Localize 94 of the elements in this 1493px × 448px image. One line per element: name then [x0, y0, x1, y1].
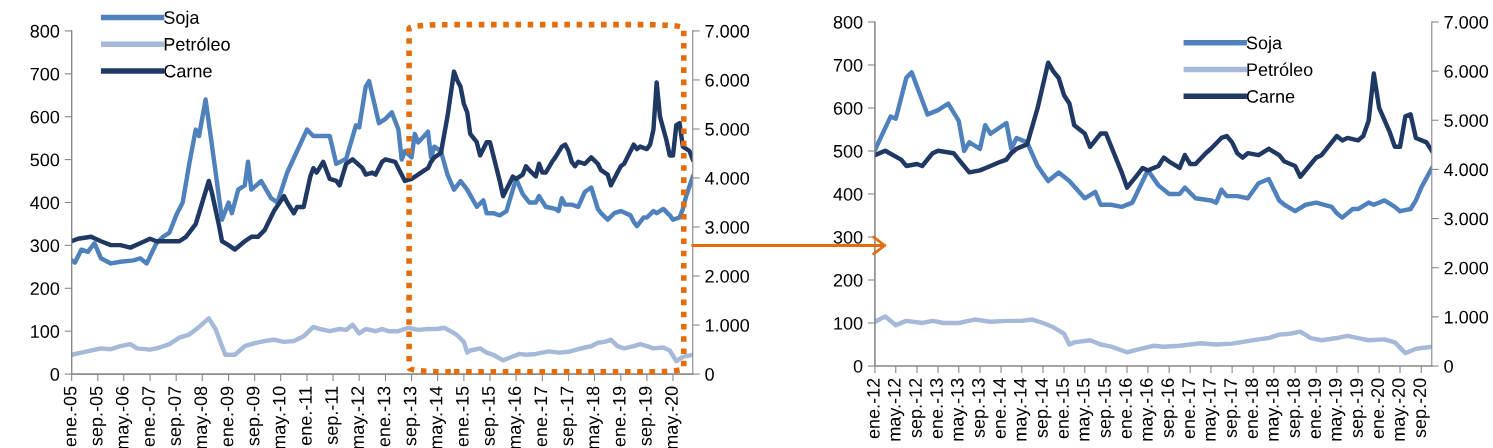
x-tick-label: ene.-05 — [63, 386, 77, 447]
y-tick-label: 400 — [30, 196, 60, 210]
y2-tick-label: 0 — [705, 368, 714, 381]
x-tick-label: ene.-13 — [377, 386, 391, 447]
legend-label: Petróleo — [164, 37, 230, 51]
y2-tick-label: 2.000 — [1444, 261, 1489, 275]
legend-label: Soja — [1246, 36, 1283, 53]
y2-tick-label: 5.000 — [705, 122, 750, 136]
x-tick-label: ene.-11 — [299, 386, 312, 446]
x-tick-label: sep.-15 — [482, 386, 499, 446]
y-tick-label: 200 — [833, 273, 863, 287]
x-tick-label: sep.-15 — [1098, 378, 1115, 438]
x-tick-label: may.-18 — [1265, 378, 1283, 441]
x-tick-label: sep.-11 — [325, 386, 342, 445]
y-tick-label: 0 — [853, 359, 863, 373]
x-tick-label: may.-15 — [1076, 378, 1094, 441]
y-tick-label: 700 — [30, 67, 60, 81]
x-tick-label: may.-20 — [1392, 378, 1409, 441]
y-tick-label: 200 — [30, 282, 60, 296]
x-tick-label: sep.-19 — [1350, 378, 1367, 438]
x-tick-label: may.-12 — [351, 386, 368, 448]
x-tick-label: sep.-14 — [1035, 378, 1052, 438]
x-tick-label: may.-16 — [508, 386, 525, 448]
y2-tick-label: 1.000 — [705, 318, 750, 332]
x-tick-label: ene.-19 — [1308, 378, 1322, 439]
y-tick-label: 0 — [50, 368, 60, 381]
x-tick-label: may.-18 — [586, 386, 603, 448]
x-tick-label: ene.-20 — [1371, 378, 1384, 439]
x-tick-label: may.-06 — [115, 386, 133, 448]
y-tick-label: 100 — [834, 316, 863, 330]
y-tick-label: 400 — [833, 187, 863, 201]
y-tick-label: 500 — [833, 144, 863, 158]
x-tick-label: ene.-15 — [1056, 378, 1069, 439]
y2-tick-label: 6.000 — [705, 73, 750, 87]
x-tick-label: may.-08 — [194, 386, 211, 448]
legend-label: Soja — [164, 10, 200, 28]
y-tick-label: 700 — [833, 58, 863, 72]
y2-tick-label: 6.000 — [1444, 65, 1489, 78]
line-series — [71, 316, 693, 364]
x-tick-label: ene.-16 — [1119, 378, 1132, 439]
y2-tick-label: 2.000 — [705, 269, 750, 283]
x-tick-label: may.-14 — [1014, 378, 1031, 441]
y2-tick-label: 5.000 — [1444, 114, 1489, 127]
line-series — [874, 314, 1432, 356]
y-tick-label: 800 — [30, 24, 60, 38]
x-tick-label: sep.-17 — [1224, 378, 1241, 438]
x-tick-label: sep.-13 — [403, 386, 420, 446]
x-tick-label: may.-13 — [950, 378, 968, 441]
y-tick-label: 600 — [30, 110, 60, 124]
x-tick-label: may.-12 — [887, 378, 905, 441]
y-tick-label: 100 — [31, 325, 60, 338]
legend-label: Petróleo — [1247, 62, 1313, 77]
y2-tick-label: 3.000 — [705, 220, 750, 234]
x-tick-label: sep.-12 — [909, 378, 926, 438]
y-tick-label: 300 — [833, 230, 863, 244]
x-tick-label: sep.-18 — [1287, 378, 1304, 438]
x-tick-label: may.-16 — [1139, 378, 1157, 441]
x-tick-label: ene.-19 — [612, 386, 626, 447]
y2-tick-label: 4.000 — [704, 171, 750, 185]
x-tick-label: sep.-07 — [168, 386, 185, 446]
x-tick-label: may.-20 — [665, 386, 682, 448]
y-tick-label: 800 — [833, 15, 863, 29]
x-tick-label: ene.-07 — [142, 386, 155, 447]
x-tick-label: sep.-09 — [246, 386, 264, 446]
x-tick-label: ene.-17 — [534, 386, 548, 447]
x-tick-label: sep.-20 — [1413, 378, 1430, 438]
y2-tick-label: 7.000 — [705, 24, 750, 38]
y-tick-label: 600 — [833, 101, 863, 115]
legend-label: Carne — [164, 64, 212, 78]
x-tick-label: may.-19 — [1328, 378, 1346, 441]
line-series — [874, 60, 1432, 190]
legend-label: Carne — [1246, 90, 1295, 103]
x-tick-label: may.-14 — [429, 386, 446, 448]
x-tick-label: ene.-13 — [930, 378, 943, 439]
y-tick-label: 300 — [30, 239, 60, 253]
x-tick-label: ene.-09 — [220, 386, 234, 447]
y2-tick-label: 4.000 — [1444, 163, 1489, 177]
y2-tick-label: 7.000 — [1444, 15, 1489, 29]
x-tick-label: sep.-17 — [560, 386, 577, 446]
x-tick-label: ene.-17 — [1182, 378, 1196, 439]
x-tick-label: ene.-12 — [866, 378, 880, 439]
x-tick-label: ene.-15 — [456, 386, 469, 447]
y2-tick-label: 0 — [1444, 359, 1453, 373]
x-tick-label: may.-17 — [1203, 378, 1220, 441]
x-tick-label: sep.-13 — [972, 378, 989, 438]
y-tick-label: 500 — [30, 153, 60, 167]
x-tick-label: sep.-19 — [638, 386, 656, 446]
y2-tick-label: 1.000 — [1444, 310, 1489, 324]
y2-tick-label: 3.000 — [1444, 212, 1489, 226]
x-tick-label: ene.-14 — [993, 378, 1006, 439]
x-tick-label: ene.-18 — [1245, 378, 1259, 439]
x-tick-label: sep.-16 — [1161, 378, 1178, 438]
x-tick-label: sep.-05 — [89, 386, 107, 446]
x-tick-label: may.-10 — [272, 386, 290, 448]
